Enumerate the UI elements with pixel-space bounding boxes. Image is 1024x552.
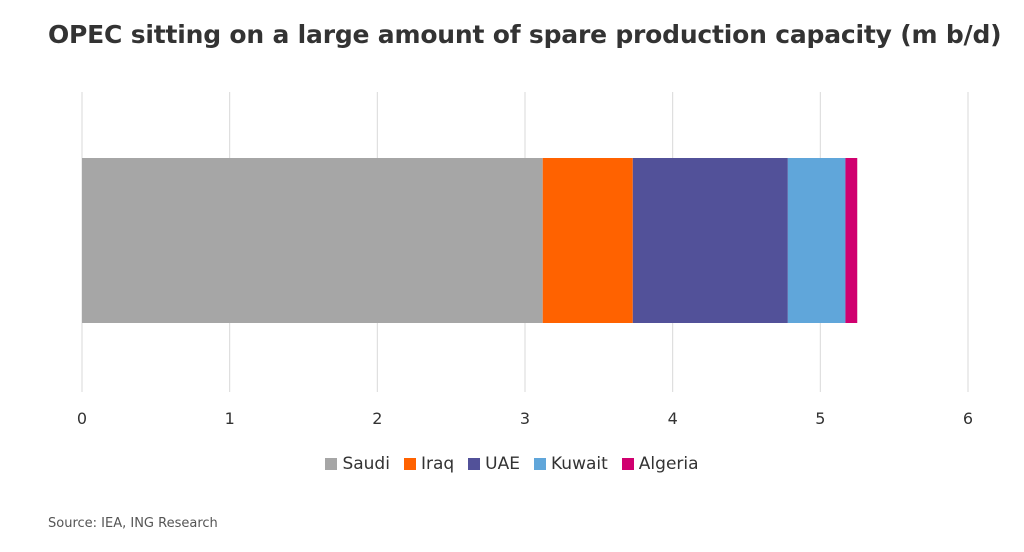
x-tick-label: 5 xyxy=(815,409,825,428)
legend-swatch xyxy=(621,458,634,470)
x-tick-label: 1 xyxy=(225,409,235,428)
legend-item-saudi: Saudi xyxy=(325,454,390,474)
stacked-bar xyxy=(82,158,858,323)
legend-label: UAE xyxy=(485,454,520,474)
source-note: Source: IEA, ING Research xyxy=(48,516,218,531)
legend-label: Iraq xyxy=(420,454,455,474)
x-tick-label: 0 xyxy=(77,409,87,428)
x-tick-label: 6 xyxy=(963,409,973,428)
x-axis-ticks: 0 1 2 3 4 5 6 xyxy=(77,409,973,428)
bar-chart: 0 1 2 3 4 5 6 xyxy=(77,92,973,428)
bar-segment-kuwait xyxy=(787,158,846,323)
bar-segment-iraq xyxy=(542,158,633,323)
legend-label: Kuwait xyxy=(551,454,608,474)
legend-swatch xyxy=(403,458,416,470)
legend-item-kuwait: Kuwait xyxy=(534,454,608,474)
bar-segment-saudi xyxy=(82,158,543,323)
chart-legend: Saudi Iraq UAE Kuwait Algeria xyxy=(0,454,1024,474)
x-tick-label: 3 xyxy=(520,409,530,428)
bar-segment-uae xyxy=(632,158,788,323)
legend-label: Algeria xyxy=(638,454,699,474)
legend-item-uae: UAE xyxy=(468,454,520,474)
legend-swatch xyxy=(534,458,546,470)
legend-item-iraq: Iraq xyxy=(403,454,455,474)
legend-swatch xyxy=(468,458,481,470)
bar-segment-algeria xyxy=(845,158,858,323)
x-tick-label: 4 xyxy=(668,409,678,428)
legend-label: Saudi xyxy=(342,454,390,474)
legend-swatch xyxy=(325,458,338,470)
chart-title: OPEC sitting on a large amount of spare … xyxy=(48,20,1002,49)
x-tick-label: 2 xyxy=(372,409,382,428)
legend-item-algeria: Algeria xyxy=(621,454,699,474)
